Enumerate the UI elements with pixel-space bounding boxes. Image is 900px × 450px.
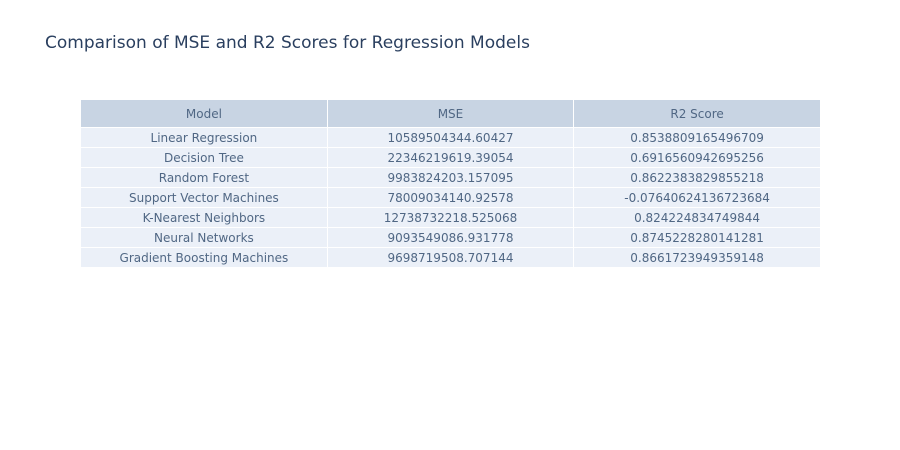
table-body: Linear Regression 10589504344.60427 0.8538… — [81, 127, 820, 268]
table-cell-r2-score: 0.8538809165496709 — [573, 127, 820, 148]
table-cell-mse: 9983824203.157095 — [327, 167, 575, 188]
table-cell-mse: 12738732218.525068 — [327, 207, 575, 228]
table-cell-mse: 22346219619.39054 — [327, 147, 575, 168]
column-header-mse: MSE — [327, 100, 575, 128]
table-cell-mse: 9698719508.707144 — [327, 247, 575, 268]
table-cell-mse: 78009034140.92578 — [327, 187, 575, 208]
table-cell-mse: 10589504344.60427 — [327, 127, 575, 148]
table-cell-model: K-Nearest Neighbors — [81, 207, 328, 228]
chart-title: Comparison of MSE and R2 Scores for Regr… — [45, 33, 530, 53]
table-header-row: Model MSE R2 Score — [81, 100, 820, 128]
table-cell-r2-score: 0.8661723949359148 — [573, 247, 820, 268]
table-cell-r2-score: 0.8622383829855218 — [573, 167, 820, 188]
table-cell-model: Random Forest — [81, 167, 328, 188]
results-table-container: Model MSE R2 Score Linear Regression 1058… — [81, 100, 820, 268]
table-cell-r2-score: 0.6916560942695256 — [573, 147, 820, 168]
table-row: Gradient Boosting Machines 9698719508.707… — [81, 247, 820, 268]
table-cell-model: Linear Regression — [81, 127, 328, 148]
table-row: Decision Tree 22346219619.39054 0.69165609… — [81, 147, 820, 168]
table-cell-mse: 9093549086.931778 — [327, 227, 575, 248]
table-row: Random Forest 9983824203.157095 0.86223838… — [81, 167, 820, 188]
table-row: Neural Networks 9093549086.931778 0.874522… — [81, 227, 820, 248]
table-cell-model: Decision Tree — [81, 147, 328, 168]
table-row: Linear Regression 10589504344.60427 0.8538… — [81, 127, 820, 148]
table-row: Support Vector Machines 78009034140.92578… — [81, 187, 820, 208]
column-header-model: Model — [81, 100, 328, 128]
column-header-r2-score: R2 Score — [573, 100, 820, 128]
table-cell-r2-score: 0.8745228280141281 — [573, 227, 820, 248]
table-cell-model: Support Vector Machines — [81, 187, 328, 208]
results-table: Model MSE R2 Score Linear Regression 1058… — [81, 100, 820, 268]
table-cell-r2-score: 0.824224834749844 — [573, 207, 820, 228]
table-cell-model: Neural Networks — [81, 227, 328, 248]
table-cell-r2-score: -0.07640624136723684 — [573, 187, 820, 208]
table-row: K-Nearest Neighbors 12738732218.525068 0.8… — [81, 207, 820, 228]
table-cell-model: Gradient Boosting Machines — [81, 247, 328, 268]
